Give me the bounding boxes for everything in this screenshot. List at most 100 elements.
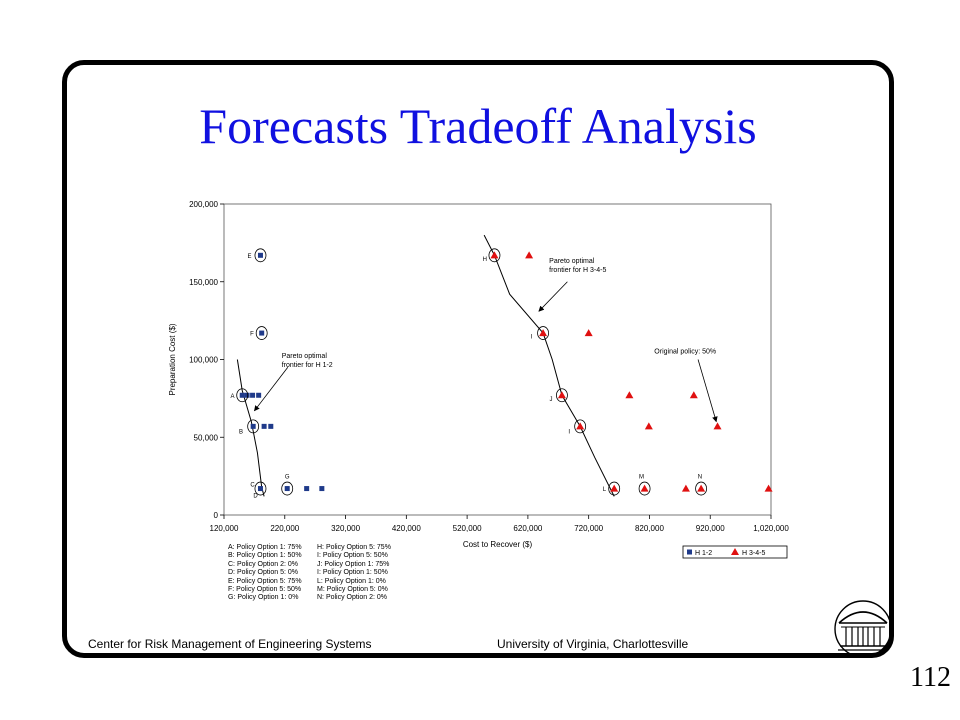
pareto-circle bbox=[254, 248, 267, 263]
frontier-line-h345 bbox=[483, 234, 615, 497]
data-point-h345 bbox=[539, 329, 548, 337]
pareto-circle bbox=[537, 326, 549, 340]
data-point-h345 bbox=[644, 422, 653, 430]
data-point-h345 bbox=[689, 391, 698, 399]
point-label: E bbox=[248, 254, 252, 260]
legend-marker-h12 bbox=[687, 549, 692, 555]
legend-label-h345: H 3-4-5 bbox=[742, 550, 765, 557]
pareto-circle bbox=[574, 419, 587, 434]
data-point-h345 bbox=[557, 391, 566, 399]
pareto-circle bbox=[236, 388, 249, 403]
annotation-text: frontier for H 1-2 bbox=[282, 362, 333, 369]
x-tick-label: 120,000 bbox=[210, 524, 239, 533]
policy-legend-entry: M: Policy Option 5: 0% bbox=[317, 586, 388, 594]
annotation-text: Pareto optimal bbox=[282, 353, 328, 360]
data-point-h12 bbox=[239, 392, 245, 398]
data-point-h345 bbox=[681, 484, 690, 492]
x-tick-label: 720,000 bbox=[574, 524, 603, 533]
point-label: L bbox=[603, 487, 607, 493]
data-point-h345 bbox=[610, 484, 619, 492]
annotation-arrow bbox=[254, 367, 289, 412]
data-point-h12 bbox=[259, 330, 265, 336]
y-axis-label: Preparation Cost ($) bbox=[168, 323, 177, 395]
slide-title: Forecasts Tradeoff Analysis bbox=[199, 98, 757, 154]
footer-organization: Center for Risk Management of Engineerin… bbox=[88, 637, 372, 651]
data-point-h12 bbox=[256, 392, 262, 398]
data-point-h12 bbox=[257, 486, 263, 492]
university-rotunda-logo bbox=[834, 600, 892, 658]
policy-legend-entry: I: Policy Option 1: 50% bbox=[317, 569, 388, 577]
pareto-circle bbox=[638, 481, 651, 496]
point-label: I bbox=[531, 335, 533, 341]
policy-legend-entry: G: Policy Option 1: 0% bbox=[228, 594, 299, 602]
data-point-h12 bbox=[304, 486, 310, 492]
data-point-h12 bbox=[268, 423, 274, 429]
x-tick-label: 420,000 bbox=[392, 524, 421, 533]
data-point-h345 bbox=[697, 484, 706, 492]
x-tick-label: 220,000 bbox=[270, 524, 299, 533]
annotation-text: Pareto optimal bbox=[549, 258, 595, 265]
pareto-circle bbox=[488, 248, 501, 263]
plot-area bbox=[223, 203, 772, 516]
annotation-text: Original policy: 50% bbox=[654, 348, 716, 355]
point-label: C bbox=[250, 482, 255, 488]
point-label: A bbox=[231, 394, 235, 400]
point-label: I bbox=[568, 430, 570, 436]
policy-legend-column-1: A: Policy Option 1: 75% B: Policy Option … bbox=[228, 544, 302, 603]
data-point-h345 bbox=[640, 484, 649, 492]
data-point-h12 bbox=[250, 423, 256, 429]
point-label: D bbox=[253, 493, 258, 499]
data-point-h345 bbox=[625, 391, 634, 399]
policy-legend-entry: J: Policy Option 1: 75% bbox=[317, 560, 390, 568]
point-label: J bbox=[549, 397, 552, 403]
point-label: M bbox=[639, 475, 644, 481]
x-axis-label: Cost to Recover ($) bbox=[463, 540, 533, 549]
policy-legend-entry: C: Policy Option 2: 0% bbox=[228, 560, 299, 568]
legend-marker-h345 bbox=[731, 548, 739, 555]
data-point-h345 bbox=[490, 251, 499, 259]
pareto-circle bbox=[608, 481, 621, 496]
data-point-h345 bbox=[576, 422, 585, 430]
page-number: 112 bbox=[910, 662, 951, 693]
point-label: H bbox=[483, 257, 487, 263]
pareto-circle bbox=[254, 481, 267, 496]
annotation-arrow bbox=[538, 281, 568, 312]
policy-legend-entry: I: Policy Option 5: 50% bbox=[317, 552, 388, 560]
policy-legend-entry: F: Policy Option 5: 50% bbox=[228, 586, 302, 594]
policy-legend-entry: B: Policy Option 1: 50% bbox=[228, 552, 302, 560]
annotation-text: frontier for H 3-4-5 bbox=[549, 267, 606, 274]
annotation-arrow bbox=[697, 359, 718, 423]
point-label: B bbox=[239, 430, 243, 436]
policy-legend-entry: H: Policy Option 5: 75% bbox=[317, 544, 391, 551]
pareto-circle bbox=[695, 481, 708, 496]
y-tick-label: 50,000 bbox=[194, 433, 219, 442]
policy-legend-entry: A: Policy Option 1: 75% bbox=[228, 544, 302, 551]
policy-legend-column-2: H: Policy Option 5: 75% I: Policy Option … bbox=[317, 544, 391, 603]
policy-legend-entry: E: Policy Option 5: 75% bbox=[228, 577, 302, 585]
point-label: F bbox=[250, 332, 254, 338]
policy-legend-entry: D: Policy Option 5: 0% bbox=[228, 569, 299, 577]
data-point-h345 bbox=[525, 251, 534, 259]
y-tick-label: 150,000 bbox=[189, 278, 218, 287]
x-tick-label: 1,020,000 bbox=[753, 524, 789, 533]
data-point-h345 bbox=[584, 329, 593, 337]
y-tick-label: 100,000 bbox=[189, 356, 218, 365]
pareto-circle bbox=[247, 419, 260, 434]
pareto-circle bbox=[281, 481, 294, 496]
footer-university: University of Virginia, Charlottesville bbox=[497, 637, 689, 651]
data-point-h345 bbox=[764, 484, 773, 492]
data-point-h345 bbox=[713, 422, 722, 430]
y-tick-label: 0 bbox=[214, 511, 219, 520]
pareto-circle bbox=[255, 326, 268, 340]
x-tick-label: 520,000 bbox=[453, 524, 482, 533]
data-point-h12 bbox=[261, 423, 267, 429]
policy-legend-entry: L: Policy Option 1: 0% bbox=[317, 577, 386, 585]
x-tick-label: 320,000 bbox=[331, 524, 360, 533]
data-point-h12 bbox=[257, 252, 263, 258]
point-label: G bbox=[285, 475, 290, 481]
x-tick-label: 920,000 bbox=[696, 524, 725, 533]
pareto-circle bbox=[556, 388, 568, 403]
point-label: N bbox=[698, 475, 702, 481]
data-point-h12 bbox=[244, 392, 250, 398]
